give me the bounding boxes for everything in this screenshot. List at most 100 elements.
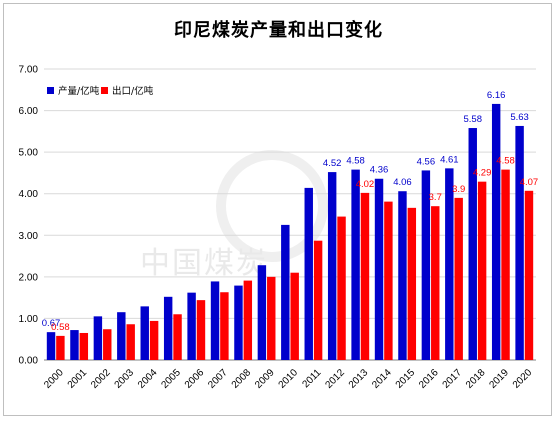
y-tick-label: 5.00 xyxy=(19,148,39,159)
export-data-label: 4.02 xyxy=(356,179,375,190)
y-tick-label: 7.00 xyxy=(19,65,39,76)
production-data-label: 4.58 xyxy=(346,156,365,167)
export-bar xyxy=(407,207,417,360)
x-tick-label: 2018 xyxy=(464,367,488,391)
production-bar xyxy=(187,292,196,360)
y-tick-label: 1.00 xyxy=(19,314,39,325)
x-axis-ticks: 2000 2001 2002 2003 2004 2005 2006 2007 2008 2009… xyxy=(42,367,534,391)
x-tick-label: 2005 xyxy=(159,367,183,391)
production-bar xyxy=(374,178,384,360)
x-tick-label: 2016 xyxy=(417,367,441,391)
production-bar xyxy=(304,187,313,360)
x-tick-label: 2013 xyxy=(347,367,371,391)
production-bar xyxy=(351,169,360,360)
legend-swatch-production xyxy=(47,87,54,94)
x-tick-label: 2000 xyxy=(42,367,66,391)
export-bar xyxy=(313,240,323,360)
production-data-label: 0.67 xyxy=(42,318,61,329)
export-data-label: 4.58 xyxy=(496,156,515,167)
export-bar xyxy=(126,324,135,360)
production-data-label: 4.61 xyxy=(440,154,459,165)
production-bar xyxy=(468,128,477,360)
export-bar xyxy=(79,332,89,360)
x-tick-label: 2010 xyxy=(277,367,301,391)
export-bar xyxy=(267,276,276,360)
export-bar xyxy=(360,192,370,360)
x-tick-label: 2002 xyxy=(89,367,113,391)
export-bar xyxy=(290,272,299,360)
y-tick-label: 6.00 xyxy=(19,106,39,117)
production-bar xyxy=(281,224,290,360)
export-bar xyxy=(103,329,112,360)
production-data-label: 4.56 xyxy=(417,156,436,167)
export-data-label: 4.29 xyxy=(473,168,492,179)
production-bar xyxy=(257,265,267,360)
export-bar xyxy=(220,292,229,360)
y-tick-label: 3.00 xyxy=(19,231,39,242)
y-tick-label: 0.00 xyxy=(19,356,39,367)
data-labels: 0.670.58 4.52 4.58 4.02 4.36 4.06 4.56 3.7 4.61 3… xyxy=(42,90,538,333)
production-bar xyxy=(445,168,454,360)
x-tick-label: 2012 xyxy=(323,367,347,391)
y-tick-label: 4.00 xyxy=(19,189,39,200)
export-bar xyxy=(149,320,159,360)
production-data-label: 5.58 xyxy=(463,114,482,125)
legend: 产量/亿吨 出口/亿吨 xyxy=(47,85,154,97)
export-bar xyxy=(477,181,487,360)
production-bar xyxy=(117,312,126,360)
production-bar xyxy=(421,170,431,360)
gridlines xyxy=(44,68,536,361)
x-tick-label: 2006 xyxy=(183,367,207,391)
x-tick-label: 2004 xyxy=(136,367,160,391)
export-data-label: 0.58 xyxy=(51,322,70,333)
production-data-label: 4.52 xyxy=(323,158,342,169)
x-tick-label: 2014 xyxy=(370,367,394,391)
production-bar xyxy=(234,285,243,360)
bars xyxy=(46,103,534,361)
watermark-text: 中国煤炭 xyxy=(140,246,268,281)
x-tick-label: 2009 xyxy=(253,367,277,391)
production-bar xyxy=(210,281,220,360)
production-bar xyxy=(491,103,501,361)
legend-swatch-export xyxy=(101,87,108,94)
x-tick-label: 2001 xyxy=(66,367,90,391)
export-bar xyxy=(431,206,440,360)
x-tick-label: 2007 xyxy=(206,367,230,391)
x-tick-label: 2020 xyxy=(511,367,535,391)
production-bar xyxy=(327,172,337,360)
production-bar xyxy=(140,306,149,360)
export-bar xyxy=(337,216,346,360)
production-bar xyxy=(93,316,103,360)
export-bar xyxy=(173,314,182,360)
chart-title: 印尼煤炭产量和出口变化 xyxy=(174,20,383,41)
export-bar xyxy=(454,197,463,360)
export-bar xyxy=(524,190,534,360)
export-bar xyxy=(196,300,206,360)
export-bar xyxy=(56,335,65,360)
export-bar xyxy=(243,280,253,360)
production-data-label: 5.63 xyxy=(510,112,529,123)
export-data-label: 3.9 xyxy=(452,184,465,195)
production-data-label: 4.06 xyxy=(393,177,412,188)
x-tick-label: 2015 xyxy=(394,367,418,391)
export-bar xyxy=(384,201,393,360)
legend-label-export: 出口/亿吨 xyxy=(112,85,154,97)
x-tick-label: 2017 xyxy=(441,367,465,391)
production-bar xyxy=(46,332,56,360)
export-bar xyxy=(501,169,510,360)
production-data-label: 6.16 xyxy=(487,90,506,101)
y-axis-ticks: 0.00 1.00 2.00 3.00 4.00 5.00 6.00 7.00 xyxy=(19,65,39,367)
watermark-logo xyxy=(216,150,328,262)
production-bar xyxy=(70,330,79,360)
production-bar xyxy=(515,125,524,361)
production-bar xyxy=(163,296,173,360)
x-tick-label: 2011 xyxy=(301,367,324,390)
x-tick-label: 2003 xyxy=(113,367,137,391)
x-tick-label: 2008 xyxy=(230,367,254,391)
export-data-label: 4.07 xyxy=(520,177,539,188)
production-bar xyxy=(398,191,407,360)
y-tick-label: 2.00 xyxy=(19,272,39,283)
export-data-label: 3.7 xyxy=(429,192,442,203)
legend-label-production: 产量/亿吨 xyxy=(58,85,100,97)
